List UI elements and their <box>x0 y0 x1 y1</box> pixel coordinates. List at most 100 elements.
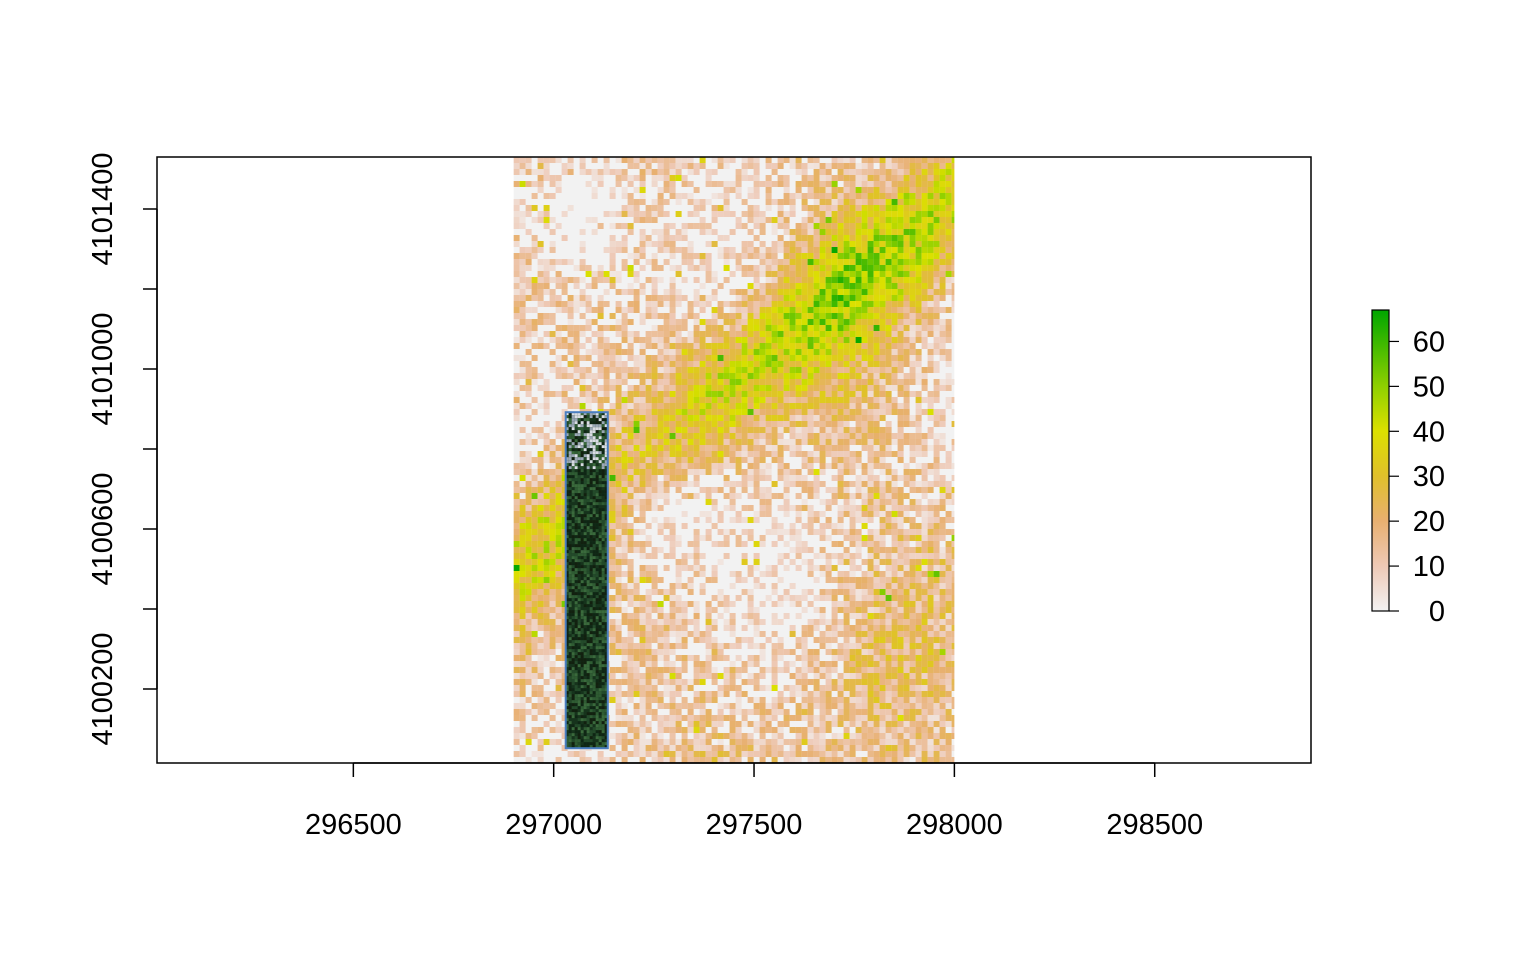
raster-cell <box>915 295 922 301</box>
raster-cell <box>705 625 712 631</box>
raster-cell <box>543 601 550 607</box>
raster-cell <box>915 409 922 415</box>
raster-cell <box>747 391 754 397</box>
raster-cell <box>645 157 652 163</box>
raster-cell <box>639 613 646 619</box>
raster-cell <box>759 181 766 187</box>
raster-cell <box>789 523 796 529</box>
raster-cell <box>747 409 754 415</box>
raster-cell <box>735 517 742 523</box>
raster-cell <box>753 181 760 187</box>
raster-cell <box>825 427 832 433</box>
raster-cell <box>759 619 766 625</box>
raster-cell <box>615 547 622 553</box>
raster-cell <box>867 613 874 619</box>
raster-cell <box>621 595 628 601</box>
raster-cell <box>801 175 808 181</box>
raster-cell <box>627 625 634 631</box>
raster-cell <box>555 277 562 283</box>
raster-cell <box>555 493 562 499</box>
raster-cell <box>843 187 850 193</box>
raster-cell <box>897 613 904 619</box>
raster-cell <box>525 565 532 571</box>
raster-cell <box>921 529 928 535</box>
raster-cell <box>669 313 676 319</box>
raster-cell <box>753 253 760 259</box>
raster-cell <box>609 421 616 427</box>
raster-cell <box>819 463 826 469</box>
raster-cell <box>927 595 934 601</box>
raster-cell <box>903 295 910 301</box>
raster-cell <box>627 337 634 343</box>
raster-cell <box>933 421 940 427</box>
raster-cell <box>825 379 832 385</box>
raster-cell <box>627 301 634 307</box>
raster-cell <box>555 541 562 547</box>
raster-cell <box>699 409 706 415</box>
raster-cell <box>615 403 622 409</box>
raster-cell <box>627 193 634 199</box>
raster-cell <box>717 157 724 163</box>
raster-cell <box>903 607 910 613</box>
raster-cell <box>897 589 904 595</box>
raster-cell <box>537 403 544 409</box>
raster-cell <box>525 571 532 577</box>
raster-cell <box>675 193 682 199</box>
raster-cell <box>735 469 742 475</box>
raster-cell <box>663 619 670 625</box>
raster-cell <box>825 253 832 259</box>
raster-cell <box>873 337 880 343</box>
raster-cell <box>699 253 706 259</box>
raster-cell <box>945 337 952 343</box>
raster-cell <box>915 523 922 529</box>
raster-cell <box>747 403 754 409</box>
raster-cell <box>891 235 898 241</box>
raster-cell <box>855 661 862 667</box>
raster-cell <box>717 247 724 253</box>
raster-cell <box>849 283 856 289</box>
raster-cell <box>519 427 526 433</box>
raster-cell <box>621 415 628 421</box>
raster-cell <box>615 439 622 445</box>
raster-cell <box>531 457 538 463</box>
raster-cell <box>669 247 676 253</box>
raster-cell <box>831 373 838 379</box>
raster-cell <box>819 163 826 169</box>
raster-cell <box>759 667 766 673</box>
raster-cell <box>795 505 802 511</box>
raster-cell <box>705 415 712 421</box>
raster-cell <box>663 241 670 247</box>
raster-cell <box>807 559 814 565</box>
raster-cell <box>903 517 910 523</box>
raster-cell <box>807 619 814 625</box>
raster-cell <box>939 463 946 469</box>
raster-cell <box>819 607 826 613</box>
raster-cell <box>837 601 844 607</box>
raster-cell <box>843 283 850 289</box>
raster-cell <box>729 325 736 331</box>
raster-cell <box>657 415 664 421</box>
raster-cell <box>921 595 928 601</box>
raster-cell <box>867 211 874 217</box>
raster-cell <box>849 235 856 241</box>
raster-cell <box>609 451 616 457</box>
raster-cell <box>705 439 712 445</box>
raster-cell <box>807 325 814 331</box>
raster-cell <box>651 259 658 265</box>
raster-cell <box>699 325 706 331</box>
raster-cell <box>921 301 928 307</box>
raster-cell <box>765 337 772 343</box>
raster-cell <box>795 325 802 331</box>
raster-cell <box>615 457 622 463</box>
raster-cell <box>891 649 898 655</box>
raster-cell <box>705 529 712 535</box>
raster-cell <box>939 385 946 391</box>
raster-cell <box>795 295 802 301</box>
raster-cell <box>747 229 754 235</box>
raster-cell <box>579 295 586 301</box>
raster-cell <box>627 421 634 427</box>
raster-cell <box>591 157 598 163</box>
raster-cell <box>651 577 658 583</box>
raster-cell <box>759 655 766 661</box>
raster-cell <box>723 643 730 649</box>
